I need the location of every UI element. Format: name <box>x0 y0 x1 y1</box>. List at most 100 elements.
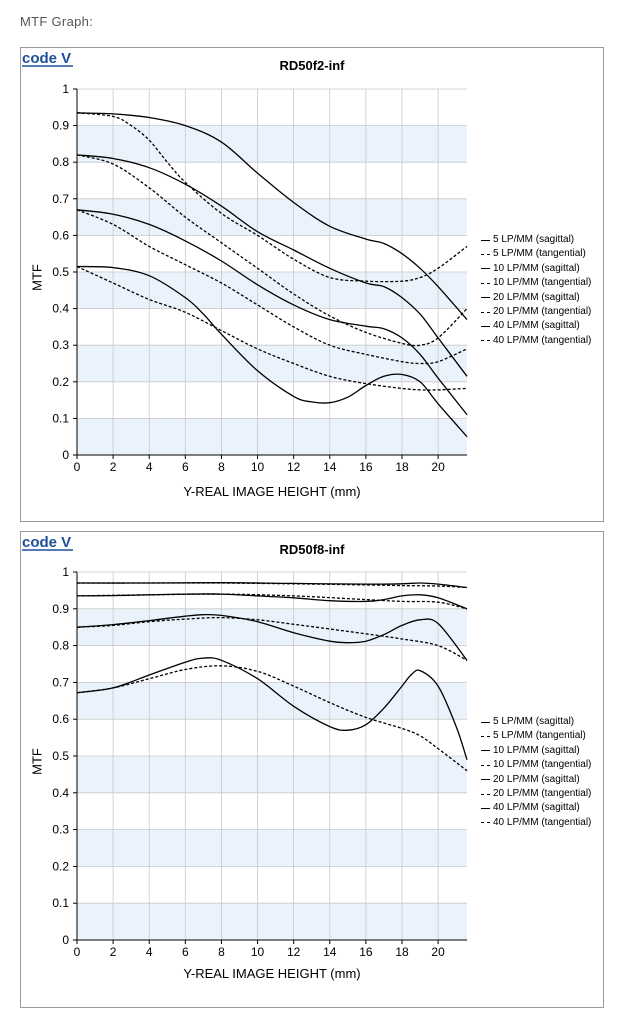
y-axis-title: MTF <box>29 264 45 291</box>
legend-label: 5 LP/MM (sagittal) <box>493 234 575 245</box>
y-tick-label: 0.6 <box>52 712 69 726</box>
y-axis-title: MTF <box>29 748 45 775</box>
x-tick-label: 8 <box>218 460 225 474</box>
legend-item: 5 LP/MM (tangential) <box>481 247 591 261</box>
legend-swatch <box>481 736 490 738</box>
y-tick-label: 0.9 <box>52 602 69 616</box>
codev-logo: code V <box>22 534 73 551</box>
legend-swatch <box>481 779 490 781</box>
legend-item: 40 LP/MM (tangential) <box>481 816 591 830</box>
y-tick-label: 0.5 <box>52 749 69 763</box>
x-tick-label: 4 <box>146 945 153 959</box>
legend-label: 10 LP/MM (sagittal) <box>493 262 580 274</box>
legend-label: 40 LP/MM (tangential) <box>493 334 592 346</box>
x-tick-label: 14 <box>323 945 337 959</box>
legend-item: 10 LP/MM (sagittal) <box>481 262 591 276</box>
y-tick-label: 0 <box>62 933 69 947</box>
legend-label: 20 LP/MM (sagittal) <box>493 773 580 785</box>
y-tick-label: 0.2 <box>52 375 69 389</box>
legend-label: 10 LP/MM (tangential) <box>493 759 592 771</box>
x-tick-label: 12 <box>287 460 301 474</box>
legend-label: 5 LP/MM (tangential) <box>493 730 586 742</box>
legend-item: 5 LP/MM (tangential) <box>481 729 591 743</box>
series-line-5-lp-mm-tangential <box>76 112 468 283</box>
y-tick-label: 0.7 <box>52 192 69 206</box>
y-tick-label: 0.7 <box>52 675 69 689</box>
legend: 5 LP/MM (sagittal) 5 LP/MM (tangential) 10… <box>481 233 591 348</box>
series-line-10-lp-mm-tangential <box>76 593 468 610</box>
legend-swatch <box>481 340 490 342</box>
legend-label: 10 LP/MM (tangential) <box>493 277 592 289</box>
series-line-20-lp-mm-sagittal <box>76 209 468 416</box>
legend-label: 5 LP/MM (sagittal) <box>493 716 575 727</box>
y-tick-label: 0 <box>62 448 69 462</box>
legend-swatch <box>481 297 490 299</box>
mtf-chart-1: RD50f2-inf 0 2 4 6 8 10 12 14 16 18 20 0 0.1 0.2 0.3 0.… <box>20 47 604 522</box>
y-tick-label: 1 <box>62 565 69 579</box>
legend-swatch <box>481 282 490 284</box>
series-line-10-lp-mm-sagittal <box>76 154 468 377</box>
x-tick-label: 2 <box>110 945 117 959</box>
series-line-20-lp-mm-sagittal <box>76 613 468 661</box>
background-band <box>77 608 467 646</box>
chart-title: RD50f2-inf <box>279 58 345 73</box>
series-line-5-lp-mm-sagittal <box>76 582 468 589</box>
y-tick-label: 0.8 <box>52 155 69 169</box>
x-tick-label: 14 <box>323 460 337 474</box>
x-tick-label: 20 <box>431 460 445 474</box>
series-line-40-lp-mm-tangential <box>76 665 468 772</box>
series-line-5-lp-mm-sagittal <box>76 112 468 321</box>
y-tick-label: 0.3 <box>52 823 69 837</box>
x-axis-title: Y-REAL IMAGE HEIGHT (mm) <box>183 484 361 499</box>
legend-swatch <box>481 822 490 824</box>
legend-item: 5 LP/MM (sagittal) <box>481 233 591 247</box>
legend-swatch <box>481 764 490 766</box>
series-line-40-lp-mm-tangential <box>76 265 468 391</box>
legend-label: 10 LP/MM (sagittal) <box>493 744 580 756</box>
background-band <box>77 125 467 163</box>
x-tick-label: 20 <box>431 945 445 959</box>
x-tick-label: 10 <box>251 460 265 474</box>
y-tick-label: 0.2 <box>52 859 69 873</box>
legend-label: 20 LP/MM (sagittal) <box>493 291 580 303</box>
legend-item: 40 LP/MM (tangential) <box>481 334 591 348</box>
y-tick-label: 0.1 <box>52 896 69 910</box>
legend-label: 20 LP/MM (tangential) <box>493 787 592 799</box>
y-tick-label: 0.6 <box>52 228 69 242</box>
series-line-5-lp-mm-tangential <box>77 582 468 589</box>
x-tick-label: 6 <box>182 945 189 959</box>
x-tick-label: 4 <box>146 460 153 474</box>
logo-text: code V <box>22 534 71 551</box>
x-tick-label: 0 <box>74 460 81 474</box>
legend-item: 20 LP/MM (tangential) <box>481 787 591 801</box>
legend-label: 20 LP/MM (tangential) <box>493 305 592 317</box>
legend-item: 20 LP/MM (sagittal) <box>481 291 591 305</box>
legend-label: 40 LP/MM (tangential) <box>493 816 592 828</box>
legend-swatch <box>481 254 490 256</box>
page-heading: MTF Graph: <box>20 14 94 29</box>
x-tick-label: 12 <box>287 945 301 959</box>
x-tick-label: 0 <box>74 945 81 959</box>
legend: 5 LP/MM (sagittal) 5 LP/MM (tangential) 10… <box>481 715 591 830</box>
y-tick-label: 0.3 <box>52 338 69 352</box>
legend-swatch <box>481 311 490 313</box>
legend-item: 40 LP/MM (sagittal) <box>481 801 591 815</box>
x-tick-label: 2 <box>110 460 117 474</box>
codev-logo: code V <box>22 50 73 67</box>
x-axis-title: Y-REAL IMAGE HEIGHT (mm) <box>183 966 361 981</box>
x-tick-label: 16 <box>359 945 373 959</box>
legend-swatch <box>481 721 490 723</box>
series-line-40-lp-mm-sagittal <box>76 657 468 760</box>
legend-label: 40 LP/MM (sagittal) <box>493 802 580 814</box>
y-tick-label: 0.4 <box>52 786 69 800</box>
x-tick-label: 8 <box>218 945 225 959</box>
y-tick-label: 0.1 <box>52 411 69 425</box>
logo-text: code V <box>22 50 71 67</box>
y-tick-label: 0.9 <box>52 119 69 133</box>
legend-label: 5 LP/MM (tangential) <box>493 248 586 260</box>
chart-title: RD50f8-inf <box>279 542 345 557</box>
legend-item: 20 LP/MM (tangential) <box>481 305 591 319</box>
background-band <box>77 829 467 867</box>
legend-item: 10 LP/MM (tangential) <box>481 276 591 290</box>
x-tick-label: 10 <box>251 945 265 959</box>
